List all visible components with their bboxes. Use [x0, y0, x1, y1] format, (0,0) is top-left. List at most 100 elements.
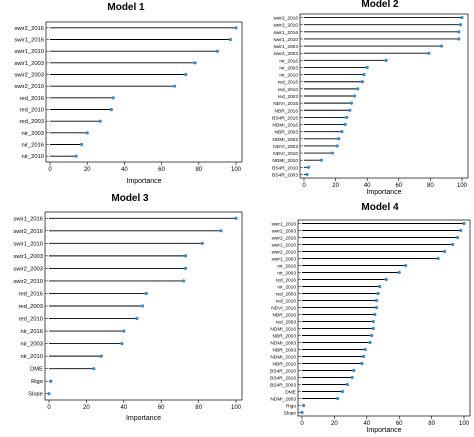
- category-label: nir_2016: [279, 58, 298, 64]
- importance-point: [184, 72, 188, 77]
- category-label: red_2010: [20, 108, 45, 114]
- importance-point: [307, 165, 311, 169]
- importance-point: [352, 94, 357, 98]
- importance-point: [404, 263, 408, 268]
- category-label: NDMI_2010: [272, 158, 298, 164]
- panel-model-1: Model 1 0 20 40 60 80 100 Importance swir2_2016s…: [14, 2, 243, 185]
- x-axis-label: Importance: [126, 178, 161, 185]
- importance-point: [371, 319, 375, 324]
- category-label: swir1_2003: [14, 61, 44, 67]
- category-label: nir_2010: [279, 73, 298, 79]
- category-label: DME: [30, 367, 43, 373]
- x-tick-label: 80: [195, 167, 202, 173]
- category-label: NBR_2003: [273, 334, 297, 340]
- category-label: swir2_2003: [13, 266, 43, 272]
- importance-point: [378, 284, 382, 289]
- category-label: swir2_2010: [13, 279, 43, 285]
- category-label: swir1_2003: [273, 44, 298, 50]
- category-label: swir1_2016: [273, 30, 298, 36]
- importance-point: [442, 249, 447, 254]
- category-label: BS4R_2003: [270, 383, 296, 389]
- importance-point: [182, 279, 186, 283]
- x-tick-label: 20: [84, 167, 91, 173]
- category-label: NBR_2003: [273, 348, 297, 354]
- importance-point: [373, 312, 377, 317]
- importance-point: [335, 144, 339, 148]
- x-tick-label: 0: [302, 183, 306, 189]
- category-label: NBR_2016: [275, 108, 299, 114]
- category-label: BS4R_2010: [272, 165, 298, 171]
- category-label: BS4R_2016: [272, 115, 298, 121]
- category-label: NDVI_2003: [273, 144, 298, 150]
- importance-point: [300, 410, 304, 415]
- importance-point: [330, 151, 335, 155]
- category-label: Slope: [28, 392, 43, 398]
- importance-point: [47, 392, 51, 396]
- importance-point: [360, 80, 365, 84]
- x-tick-label: 80: [195, 405, 202, 411]
- category-label: red_2003: [278, 94, 299, 100]
- category-label: swir2_2016: [14, 26, 44, 32]
- x-tick-label: 80: [428, 421, 435, 427]
- x-tick-label: 60: [396, 421, 403, 427]
- importance-point: [363, 347, 367, 352]
- importance-point: [99, 354, 103, 358]
- importance-point: [368, 340, 372, 345]
- category-label: nir_2010: [21, 154, 44, 160]
- category-label: BS4R_2003: [272, 172, 298, 178]
- category-label: red_2016: [19, 291, 44, 297]
- category-label: nir_2003: [279, 65, 298, 71]
- x-tick-label: 60: [395, 183, 402, 189]
- x-tick-label: 0: [47, 405, 51, 411]
- importance-point: [302, 403, 306, 408]
- category-label: nir_2016: [20, 329, 43, 335]
- plot-frame: [45, 21, 243, 163]
- category-label: nir_2016: [277, 264, 296, 270]
- x-tick-label: 100: [459, 421, 470, 427]
- importance-point: [374, 298, 379, 303]
- category-label: NDMI_2003: [270, 397, 296, 403]
- category-label: nir_2010: [20, 354, 43, 360]
- importance-point: [120, 342, 124, 346]
- panel-title: Model 3: [111, 193, 149, 204]
- category-label: swir2_2010: [273, 23, 298, 29]
- importance-point: [193, 61, 197, 65]
- importance-point: [215, 49, 219, 53]
- category-label: BS4R_2016: [270, 376, 296, 382]
- category-label: swir2_2016: [13, 229, 43, 235]
- importance-point: [109, 107, 113, 112]
- importance-point: [98, 119, 102, 123]
- category-label: red_2003: [276, 292, 297, 298]
- importance-point: [345, 115, 349, 119]
- category-label: NDMI_2003: [272, 137, 298, 143]
- importance-point: [234, 216, 238, 220]
- importance-point: [436, 256, 440, 261]
- x-tick-label: 100: [231, 167, 242, 173]
- x-tick-label: 100: [457, 183, 468, 189]
- x-tick-label: 80: [427, 183, 434, 189]
- importance-point: [362, 73, 366, 77]
- importance-point: [144, 291, 148, 296]
- category-label: swir1_2010: [14, 49, 44, 55]
- importance-point: [459, 228, 463, 233]
- category-label: NDVI_2016: [271, 306, 296, 312]
- importance-point: [457, 30, 461, 34]
- importance-point: [439, 44, 444, 48]
- category-label: swir2_2010: [14, 84, 44, 90]
- x-tick-label: 0: [300, 421, 304, 427]
- category-label: BS4R_2010: [270, 369, 296, 375]
- panel-title: Model 1: [107, 2, 145, 13]
- importance-point: [343, 122, 347, 127]
- importance-point: [140, 304, 145, 308]
- importance-point: [349, 101, 353, 105]
- importance-point: [234, 26, 238, 30]
- x-axis-label: Importance: [366, 189, 401, 196]
- importance-point: [455, 235, 460, 240]
- x-tick-label: 60: [158, 167, 165, 173]
- category-label: NDMI_2003: [270, 341, 296, 347]
- importance-point: [228, 37, 233, 42]
- importance-point: [458, 23, 463, 27]
- importance-point: [85, 131, 89, 135]
- category-label: NDMI_2016: [270, 327, 296, 333]
